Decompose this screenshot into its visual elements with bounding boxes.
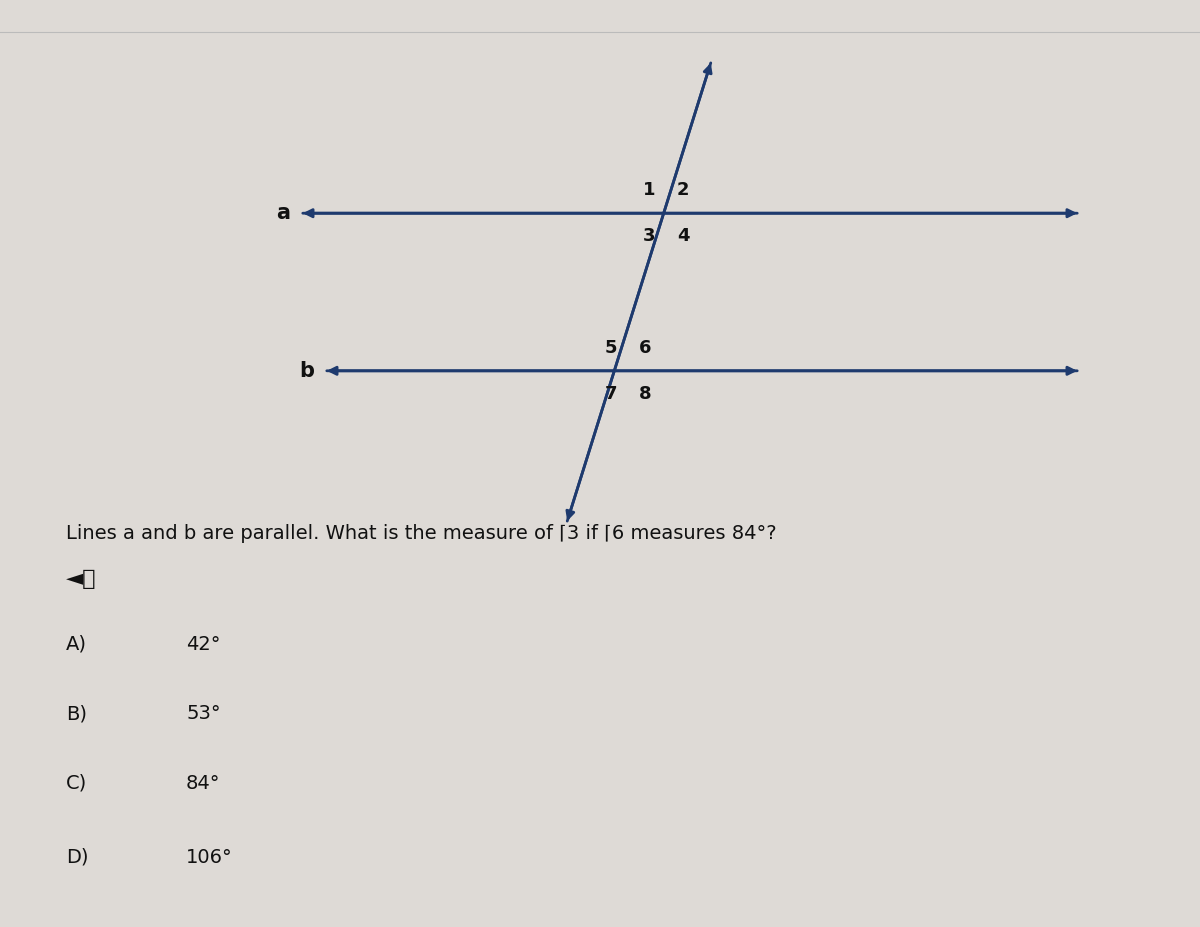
Text: ◄⧗: ◄⧗ [66, 569, 96, 590]
Text: 8: 8 [638, 385, 652, 402]
Text: 42°: 42° [186, 635, 221, 654]
Text: a: a [276, 203, 290, 223]
Text: 5: 5 [605, 339, 617, 357]
Text: D): D) [66, 848, 89, 867]
Text: A): A) [66, 635, 88, 654]
Text: 1: 1 [643, 182, 655, 199]
Text: 84°: 84° [186, 774, 221, 793]
Text: 6: 6 [638, 339, 650, 357]
Text: B): B) [66, 705, 88, 723]
Text: b: b [300, 361, 314, 381]
Text: 106°: 106° [186, 848, 233, 867]
Text: 53°: 53° [186, 705, 221, 723]
Text: Lines a and b are parallel. What is the measure of ⌈3 if ⌈6 measures 84°?: Lines a and b are parallel. What is the … [66, 524, 776, 542]
Text: 3: 3 [643, 227, 655, 245]
Text: 4: 4 [677, 227, 689, 245]
Text: 7: 7 [605, 385, 617, 402]
Text: C): C) [66, 774, 88, 793]
Text: 2: 2 [677, 182, 689, 199]
